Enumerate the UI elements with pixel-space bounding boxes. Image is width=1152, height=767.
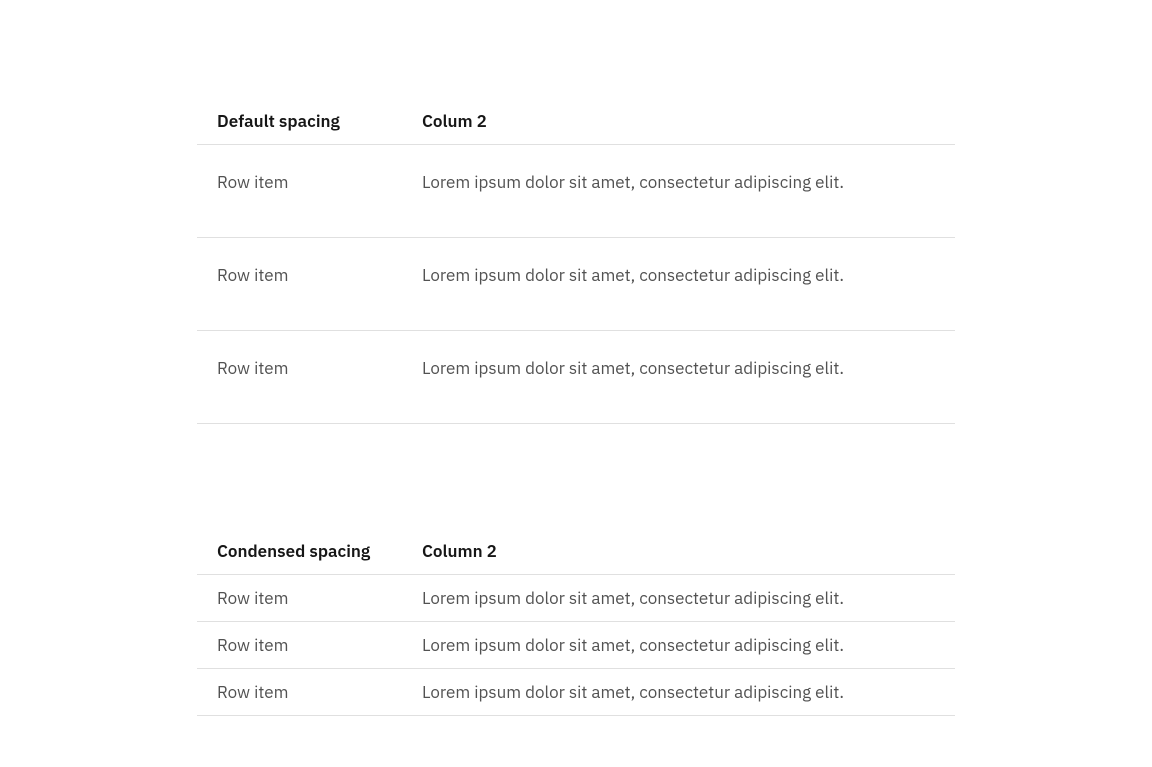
table-header-row: Default spacing Colum 2 xyxy=(197,110,955,145)
column-header-2: Column 2 xyxy=(422,540,955,575)
column-header-2: Colum 2 xyxy=(422,110,955,145)
table-row: Row item Lorem ipsum dolor sit amet, con… xyxy=(197,622,955,669)
table-row: Row item Lorem ipsum dolor sit amet, con… xyxy=(197,238,955,331)
table-header-row: Condensed spacing Column 2 xyxy=(197,540,955,575)
row-item-content: Lorem ipsum dolor sit amet, consectetur … xyxy=(422,145,955,238)
row-item-label: Row item xyxy=(197,145,422,238)
row-item-content: Lorem ipsum dolor sit amet, consectetur … xyxy=(422,331,955,424)
row-item-content: Lorem ipsum dolor sit amet, consectetur … xyxy=(422,238,955,331)
table-row: Row item Lorem ipsum dolor sit amet, con… xyxy=(197,331,955,424)
row-item-label: Row item xyxy=(197,669,422,716)
table-row: Row item Lorem ipsum dolor sit amet, con… xyxy=(197,575,955,622)
column-header-1: Default spacing xyxy=(197,110,422,145)
default-spacing-table: Default spacing Colum 2 Row item Lorem i… xyxy=(197,110,955,424)
row-item-label: Row item xyxy=(197,238,422,331)
condensed-spacing-table: Condensed spacing Column 2 Row item Lore… xyxy=(197,540,955,716)
table-row: Row item Lorem ipsum dolor sit amet, con… xyxy=(197,145,955,238)
row-item-label: Row item xyxy=(197,575,422,622)
column-header-1: Condensed spacing xyxy=(197,540,422,575)
row-item-content: Lorem ipsum dolor sit amet, consectetur … xyxy=(422,622,955,669)
row-item-content: Lorem ipsum dolor sit amet, consectetur … xyxy=(422,669,955,716)
table-row: Row item Lorem ipsum dolor sit amet, con… xyxy=(197,669,955,716)
row-item-content: Lorem ipsum dolor sit amet, consectetur … xyxy=(422,575,955,622)
row-item-label: Row item xyxy=(197,331,422,424)
row-item-label: Row item xyxy=(197,622,422,669)
